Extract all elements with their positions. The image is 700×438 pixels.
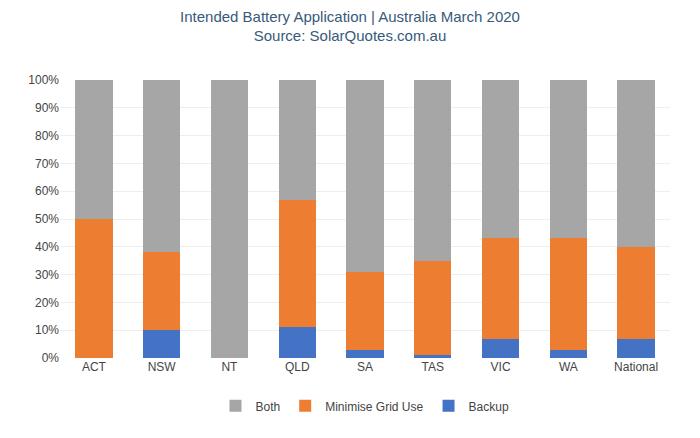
- svg-text:WA: WA: [559, 360, 578, 374]
- svg-text:National: National: [614, 360, 658, 374]
- svg-text:50%: 50%: [35, 212, 59, 226]
- svg-text:QLD: QLD: [285, 360, 310, 374]
- svg-text:10%: 10%: [35, 323, 59, 337]
- svg-text:30%: 30%: [35, 268, 59, 282]
- svg-text:Minimise Grid Use: Minimise Grid Use: [325, 400, 423, 414]
- svg-text:Backup: Backup: [469, 400, 509, 414]
- svg-text:60%: 60%: [35, 184, 59, 198]
- svg-text:0%: 0%: [42, 351, 60, 365]
- svg-text:40%: 40%: [35, 240, 59, 254]
- svg-text:TAS: TAS: [422, 360, 444, 374]
- svg-text:VIC: VIC: [491, 360, 511, 374]
- svg-text:70%: 70%: [35, 157, 59, 171]
- svg-text:80%: 80%: [35, 129, 59, 143]
- svg-text:SA: SA: [357, 360, 373, 374]
- svg-text:ACT: ACT: [82, 360, 107, 374]
- svg-text:NT: NT: [221, 360, 238, 374]
- svg-text:NSW: NSW: [148, 360, 177, 374]
- svg-text:Both: Both: [256, 400, 281, 414]
- svg-text:90%: 90%: [35, 101, 59, 115]
- svg-text:100%: 100%: [28, 73, 59, 87]
- svg-text:Intended Battery Application |: Intended Battery Application | Australia…: [180, 8, 520, 45]
- svg-text:20%: 20%: [35, 296, 59, 310]
